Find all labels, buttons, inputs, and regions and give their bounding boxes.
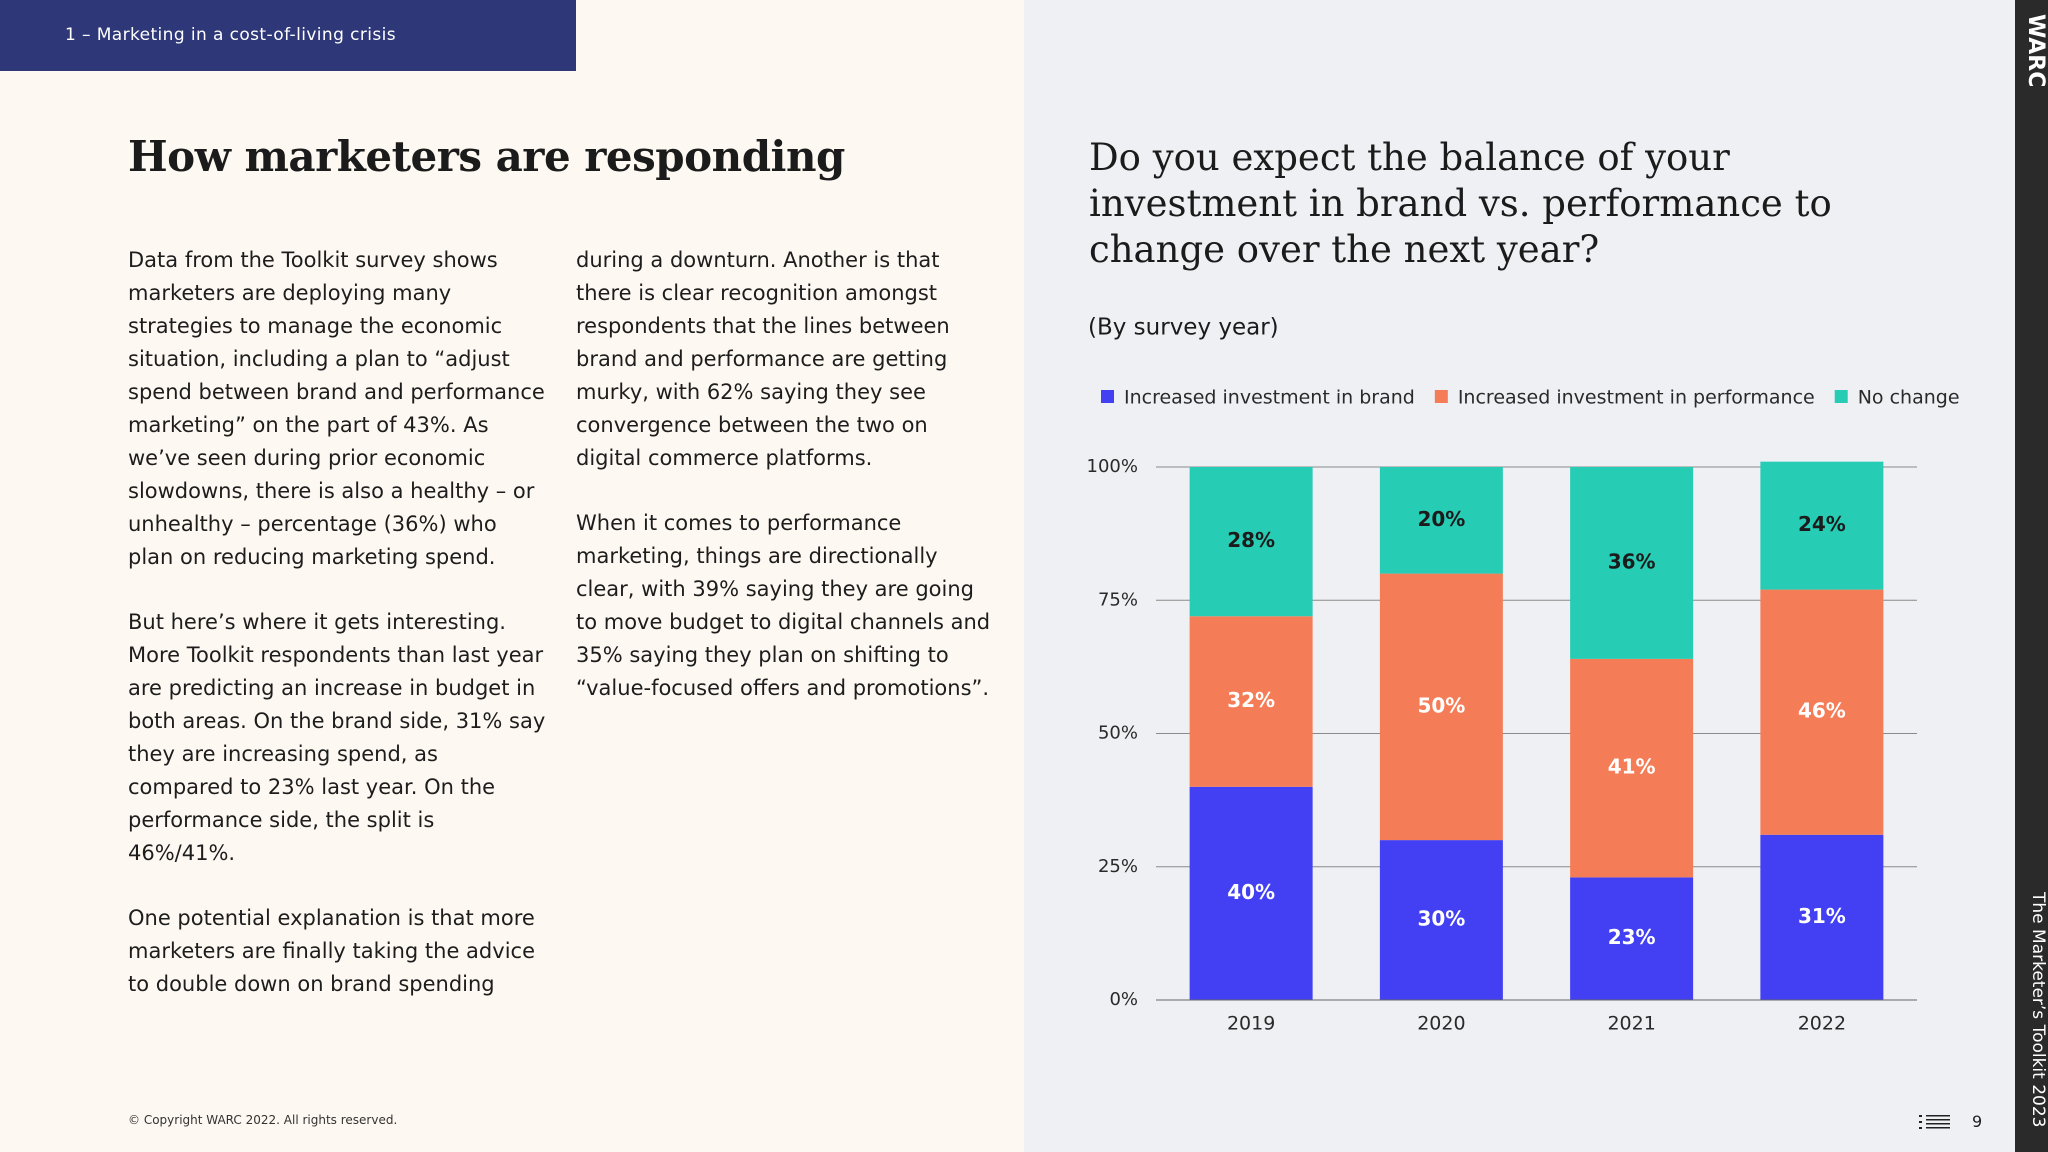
bar-segment	[1379, 573, 1503, 841]
bar-segment	[1189, 786, 1313, 1000]
y-tick-label: 50%	[1098, 723, 1138, 744]
text-column: Data from the Toolkit survey shows marke…	[128, 244, 548, 1033]
value-label: 50%	[1417, 693, 1465, 717]
paragraph: Data from the Toolkit survey shows marke…	[128, 248, 545, 569]
x-tick-label: 2020	[1417, 1013, 1465, 1035]
chart-subtitle: (By survey year)	[1088, 315, 1279, 341]
legend-label: Increased investment in performance	[1458, 387, 1815, 409]
y-tick-label: 0%	[1109, 989, 1138, 1010]
y-tick-label: 100%	[1087, 456, 1138, 477]
left-panel	[0, 0, 1024, 1152]
x-tick-label: 2019	[1227, 1013, 1275, 1035]
y-tick-label: 25%	[1098, 856, 1138, 877]
y-tick-label: 75%	[1098, 589, 1138, 610]
value-label: 46%	[1798, 699, 1846, 723]
value-label: 20%	[1417, 507, 1465, 531]
side-strip	[2015, 0, 2048, 1152]
legend-swatch	[1101, 390, 1114, 403]
legend-label: Increased investment in brand	[1124, 387, 1415, 409]
bar-segment	[1189, 616, 1313, 787]
value-label: 36%	[1608, 549, 1656, 573]
value-label: 24%	[1798, 512, 1846, 536]
brand-logo: WARC	[2023, 14, 2048, 88]
bar-segment	[1379, 840, 1503, 1000]
x-tick-label: 2021	[1607, 1013, 1655, 1035]
publication-name: The Marketer’s Toolkit 2023	[2028, 892, 2048, 1128]
copyright: © Copyright WARC 2022. All rights reserv…	[128, 1113, 398, 1127]
section-label: 1 – Marketing in a cost-of-living crisis	[65, 25, 396, 45]
bar-segment	[1189, 467, 1313, 617]
value-label: 41%	[1608, 755, 1656, 779]
menu-icon[interactable]	[1918, 1114, 1952, 1130]
value-label: 40%	[1227, 880, 1275, 904]
value-label: 23%	[1608, 925, 1656, 949]
legend-label: No change	[1858, 387, 1960, 409]
bar-segment	[1760, 834, 1884, 1000]
value-label: 31%	[1798, 904, 1846, 928]
chart-title: Do you expect the balance of your investm…	[1089, 136, 1832, 271]
paragraph: But here’s where it gets interesting. Mo…	[128, 610, 546, 865]
value-label: 28%	[1227, 528, 1275, 552]
bar-segment	[1570, 658, 1694, 878]
bar-segment	[1760, 461, 1884, 590]
paragraph: When it comes to performance marketing, …	[576, 511, 991, 700]
legend-swatch	[1434, 390, 1448, 403]
text-column: during a downturn. Another is that there…	[576, 244, 996, 737]
bar-segment	[1570, 877, 1694, 1000]
value-label: 32%	[1227, 688, 1275, 712]
section-banner: 1 – Marketing in a cost-of-living crisis	[0, 0, 576, 71]
bar-segment	[1760, 589, 1884, 835]
bar-segment	[1379, 467, 1503, 574]
page-number: 9	[1972, 1112, 1983, 1131]
value-label: 30%	[1417, 907, 1465, 931]
page-title: How marketers are responding	[128, 132, 845, 181]
bar-segment	[1570, 467, 1694, 659]
paragraph: during a downturn. Another is that there…	[576, 248, 950, 470]
paragraph: One potential explanation is that more m…	[128, 906, 535, 996]
legend-swatch	[1834, 390, 1848, 403]
x-tick-label: 2022	[1798, 1013, 1846, 1035]
